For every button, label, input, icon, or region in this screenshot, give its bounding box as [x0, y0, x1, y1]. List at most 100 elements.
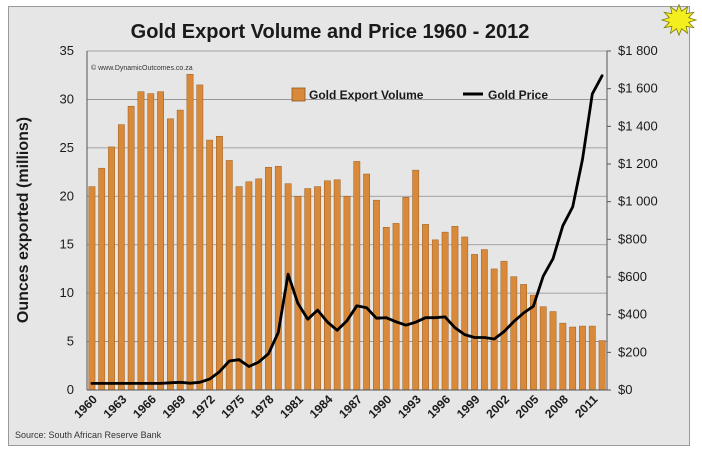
bar — [304, 188, 312, 391]
bar — [167, 118, 174, 391]
x-tick-label: 1972 — [189, 392, 218, 421]
x-tick-label: 1969 — [160, 392, 189, 421]
bar — [480, 249, 488, 391]
bar — [431, 239, 439, 391]
y2-tick-label: $1 600 — [618, 81, 658, 96]
bar — [108, 146, 115, 391]
y-tick-label: 0 — [67, 382, 74, 397]
x-tick-label: 1993 — [395, 392, 424, 421]
bar — [510, 276, 518, 391]
bar — [569, 326, 577, 391]
bar — [323, 180, 331, 391]
bar — [402, 197, 410, 391]
y2-tick-label: $600 — [618, 269, 647, 284]
y-tick-label: 15 — [60, 237, 74, 252]
y-tick-label: 10 — [60, 285, 74, 300]
bar — [539, 306, 547, 391]
bar — [441, 231, 449, 391]
bar — [549, 311, 557, 391]
bar — [412, 169, 420, 391]
chart-title: Gold Export Volume and Price 1960 - 2012 — [131, 21, 530, 43]
y-axis-title: Ounces exported (millions) — [15, 117, 32, 323]
bar — [137, 91, 145, 391]
y-tick-label: 35 — [60, 43, 74, 58]
starburst-icon — [660, 3, 698, 37]
bar — [363, 173, 371, 391]
y2-tick-label: $1 000 — [618, 194, 658, 209]
bar — [343, 196, 351, 391]
bar — [422, 224, 429, 391]
x-tick-label: 1963 — [101, 392, 130, 421]
bar — [353, 161, 361, 391]
gold-price-line — [90, 74, 604, 385]
y2-tick-label: $400 — [618, 307, 647, 322]
bar — [225, 160, 233, 391]
x-tick-label: 1996 — [424, 392, 453, 421]
y2-tick-label: $1 200 — [618, 156, 658, 171]
x-tick-label: 1987 — [336, 392, 365, 421]
x-tick-label: 2002 — [483, 392, 512, 421]
bar — [588, 325, 596, 391]
bar — [98, 167, 106, 391]
legend-label-volume: Gold Export Volume — [309, 88, 424, 102]
axes — [86, 51, 608, 391]
bar — [333, 179, 341, 391]
y2-tick-label: $200 — [618, 344, 647, 359]
left-axis-ticks: 0 5 10 15 20 25 30 35 — [60, 43, 74, 397]
x-tick-label: 1981 — [277, 392, 306, 421]
y-tick-label: 20 — [60, 188, 74, 203]
x-tick-label: 1975 — [218, 392, 247, 421]
bar — [176, 109, 184, 391]
x-tick-label: 1978 — [248, 392, 277, 421]
x-tick-label: 2008 — [542, 392, 571, 421]
bar — [451, 226, 459, 391]
bars — [88, 73, 606, 391]
bar — [314, 186, 321, 391]
x-tick-label: 1999 — [454, 392, 483, 421]
bar — [186, 73, 194, 391]
x-tick-label: 2011 — [572, 392, 601, 421]
y-tick-label: 25 — [60, 140, 74, 155]
x-tick-label: 1966 — [130, 392, 159, 421]
bar — [392, 223, 400, 391]
y2-tick-label: $800 — [618, 231, 647, 246]
bar — [157, 91, 164, 391]
bar — [461, 236, 469, 391]
bar — [216, 135, 223, 391]
bar — [598, 340, 606, 391]
x-tick-label: 2005 — [513, 392, 542, 421]
bar — [255, 178, 263, 391]
y-tick-label: 5 — [67, 334, 74, 349]
x-axis-ticks: 1960 1963 1966 1969 1972 1975 1978 1981 1984 1987… — [71, 392, 600, 421]
y2-tick-label: $1 800 — [618, 43, 658, 58]
bar — [127, 105, 135, 391]
bar — [471, 254, 478, 391]
bar — [579, 325, 586, 391]
right-axis-ticks: $0 $200 $400 $600 $800 $1 000 $1 200 $1 400 $1 6… — [607, 43, 658, 397]
y-tick-label: 30 — [60, 91, 74, 106]
legend-label-price: Gold Price — [488, 88, 548, 102]
bar — [274, 166, 282, 391]
bar — [147, 93, 155, 391]
bar — [382, 227, 390, 391]
x-tick-label: 1990 — [366, 392, 395, 421]
y2-tick-label: $0 — [618, 382, 632, 397]
bar — [117, 124, 125, 391]
y2-tick-label: $1 400 — [618, 118, 658, 133]
legend-swatch-volume — [291, 87, 306, 102]
source-text: Source: South African Reserve Bank — [15, 430, 162, 440]
bar — [520, 284, 527, 391]
bar — [88, 186, 96, 391]
bar — [500, 260, 508, 391]
bar — [196, 84, 204, 391]
bar — [373, 199, 380, 391]
legend: Gold Export Volume Gold Price — [291, 87, 548, 102]
bar — [245, 181, 253, 391]
bar — [206, 139, 214, 391]
bar — [559, 322, 567, 391]
x-tick-label: 1984 — [307, 392, 336, 421]
bar — [490, 268, 498, 391]
watermark-text: © www.DynamicOutcomes.co.za — [91, 64, 193, 72]
x-tick-label: 1960 — [71, 392, 100, 421]
